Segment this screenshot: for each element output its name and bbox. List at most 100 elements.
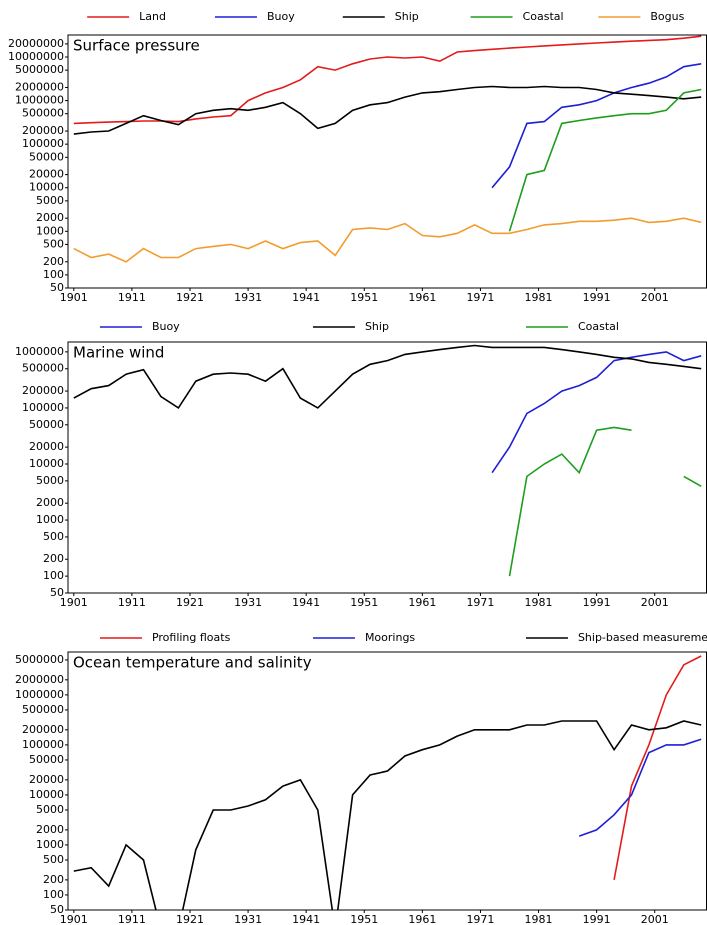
y-tick-label: 5000 [36, 194, 64, 207]
x-tick-label: 1911 [118, 596, 146, 609]
legend-label: Buoy [152, 320, 180, 333]
y-tick-label: 500000 [22, 107, 64, 120]
y-tick-label: 20000000 [8, 37, 64, 50]
x-tick-label: 1901 [60, 291, 88, 304]
legend-label: Ship [365, 320, 389, 333]
x-tick-label: 1971 [466, 913, 494, 925]
y-tick-label: 50000 [29, 418, 64, 431]
x-tick-label: 1931 [234, 291, 262, 304]
x-tick-label: 1951 [350, 596, 378, 609]
y-tick-label: 10000000 [8, 50, 64, 63]
y-tick-label: 50 [50, 903, 64, 916]
x-tick-label: 1921 [176, 291, 204, 304]
x-tick-label: 1941 [292, 913, 320, 925]
x-tick-label: 2001 [641, 596, 669, 609]
plot-frame [67, 34, 707, 289]
y-tick-label: 1000 [36, 513, 64, 526]
y-tick-label: 2000000 [15, 80, 64, 93]
y-tick-label: 50000 [29, 753, 64, 766]
y-tick-label: 200 [43, 255, 64, 268]
x-tick-label: 1921 [176, 596, 204, 609]
x-tick-label: 1961 [408, 291, 436, 304]
panel-title: Marine wind [73, 344, 164, 362]
legend-label: Profiling floats [152, 631, 231, 644]
y-tick-label: 200 [43, 552, 64, 565]
y-tick-label: 10000 [29, 457, 64, 470]
y-tick-label: 500 [43, 853, 64, 866]
legend-label: Bogus [650, 10, 684, 23]
x-tick-label: 1941 [292, 291, 320, 304]
y-tick-label: 200 [43, 873, 64, 886]
plot-frame [67, 651, 707, 911]
y-tick-label: 10000 [29, 788, 64, 801]
series-line [508, 88, 702, 232]
y-tick-label: 100 [43, 268, 64, 281]
series-line [73, 85, 702, 135]
plot-area [73, 35, 702, 263]
y-tick-label: 500 [43, 530, 64, 543]
x-tick-label: 1901 [60, 596, 88, 609]
series-line [508, 426, 702, 577]
x-tick-label: 1931 [234, 596, 262, 609]
series-line [491, 351, 702, 474]
y-tick-label: 100 [43, 569, 64, 582]
y-tick-label: 5000000 [15, 653, 64, 666]
y-tick-label: 200000 [22, 723, 64, 736]
y-tick-label: 1000000 [15, 94, 64, 107]
y-tick-label: 1000000 [15, 345, 64, 358]
y-tick-label: 2000 [36, 496, 64, 509]
legend-label: Coastal [523, 10, 564, 23]
y-tick-label: 1000000 [15, 688, 64, 701]
series-line [73, 344, 702, 410]
x-tick-label: 1911 [118, 291, 146, 304]
x-tick-label: 1971 [466, 596, 494, 609]
y-tick-label: 2000 [36, 823, 64, 836]
x-tick-label: 1981 [525, 291, 553, 304]
y-tick-label: 20000 [29, 773, 64, 786]
x-tick-label: 1971 [466, 291, 494, 304]
x-tick-label: 1911 [118, 913, 146, 925]
x-tick-label: 1961 [408, 913, 436, 925]
x-tick-label: 1941 [292, 596, 320, 609]
panel-title: Ocean temperature and salinity [73, 654, 312, 672]
y-tick-label: 200000 [22, 384, 64, 397]
legend-label: Land [139, 10, 166, 23]
plot-frame [67, 341, 707, 594]
x-tick-label: 1951 [350, 913, 378, 925]
legend-label: Buoy [267, 10, 295, 23]
y-tick-label: 1000 [36, 838, 64, 851]
y-tick-label: 5000 [36, 474, 64, 487]
x-tick-label: 1991 [583, 596, 611, 609]
x-tick-label: 1951 [350, 291, 378, 304]
legend-label: Ship [395, 10, 419, 23]
x-tick-label: 1931 [234, 913, 262, 925]
x-tick-label: 2001 [641, 913, 669, 925]
x-tick-label: 1991 [583, 913, 611, 925]
series-line [73, 720, 702, 910]
y-tick-label: 2000 [36, 211, 64, 224]
y-tick-label: 5000000 [15, 63, 64, 76]
y-tick-label: 200000 [22, 124, 64, 137]
y-tick-label: 5000 [36, 803, 64, 816]
series-line [613, 655, 702, 881]
y-tick-label: 100 [43, 888, 64, 901]
series-line [491, 63, 702, 189]
y-tick-label: 20000 [29, 440, 64, 453]
series-line [578, 738, 702, 837]
y-tick-label: 100000 [22, 137, 64, 150]
plot-area [73, 655, 702, 910]
y-tick-label: 20000 [29, 168, 64, 181]
y-tick-label: 500000 [22, 362, 64, 375]
y-tick-label: 10000 [29, 181, 64, 194]
x-tick-label: 1981 [525, 596, 553, 609]
series-line [73, 217, 702, 263]
x-tick-label: 1961 [408, 596, 436, 609]
legend-label: Moorings [365, 631, 415, 644]
x-tick-label: 1921 [176, 913, 204, 925]
x-tick-label: 1901 [60, 913, 88, 925]
x-tick-label: 2001 [641, 291, 669, 304]
y-tick-label: 100000 [22, 738, 64, 751]
y-tick-label: 500000 [22, 703, 64, 716]
y-tick-label: 500 [43, 237, 64, 250]
